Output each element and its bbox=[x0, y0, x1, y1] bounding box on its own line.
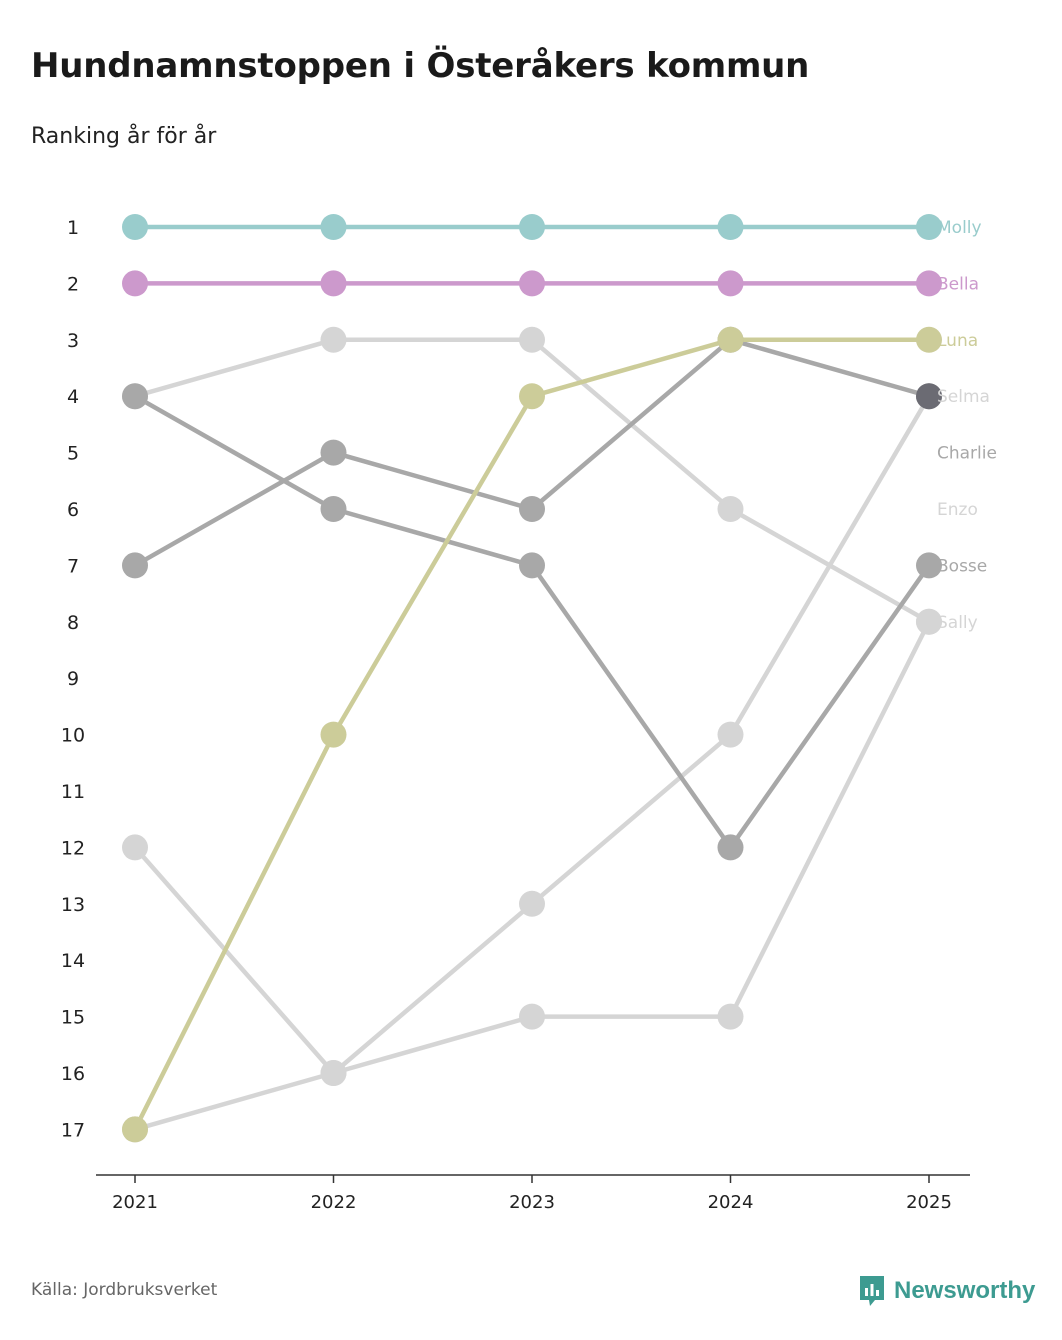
y-tick-label: 8 bbox=[67, 612, 79, 634]
brand-name: Newsworthy bbox=[894, 1277, 1036, 1304]
series-labels-layer: Sally Enzo Selma Bosse Charlie Luna Bella Molly bbox=[937, 218, 997, 633]
point-bosse-2023 bbox=[519, 552, 545, 579]
y-tick-label: 6 bbox=[67, 499, 79, 521]
series-label-luna: Luna bbox=[937, 331, 978, 351]
y-tick-label: 14 bbox=[61, 950, 85, 972]
point-luna-2022 bbox=[320, 721, 347, 748]
y-tick-label: 3 bbox=[67, 330, 79, 352]
y-tick-label: 5 bbox=[67, 443, 79, 465]
series-label-selma: Selma bbox=[937, 387, 990, 407]
point-bosse-2022 bbox=[320, 496, 347, 522]
series-line-charlie bbox=[132, 337, 932, 568]
point-enzo-2024 bbox=[717, 721, 744, 748]
point-charlie-2022 bbox=[320, 439, 347, 466]
series-label-molly: Molly bbox=[937, 218, 982, 238]
y-tick-label: 9 bbox=[67, 668, 79, 690]
y-tick-label: 17 bbox=[61, 1119, 85, 1141]
point-selma-2022 bbox=[320, 326, 347, 353]
y-tick-label: 15 bbox=[61, 1007, 85, 1029]
point-luna-2024 bbox=[717, 326, 744, 353]
point-bosse-2021 bbox=[122, 383, 148, 410]
point-bella-2021 bbox=[122, 270, 148, 297]
newsworthy-logo: Newsworthy bbox=[858, 1274, 1035, 1308]
lines-layer bbox=[132, 224, 932, 1132]
series-label-charlie: Charlie bbox=[937, 444, 997, 464]
point-bella-2023 bbox=[519, 270, 545, 297]
source-note: Källa: Jordbruksverket bbox=[31, 1280, 218, 1300]
point-charlie-2023 bbox=[519, 496, 545, 522]
y-tick-label: 10 bbox=[61, 725, 85, 747]
x-tick-label: 2021 bbox=[112, 1192, 158, 1213]
chart-subtitle: Ranking år för år bbox=[31, 124, 217, 149]
series-line-selma bbox=[132, 337, 932, 625]
point-selma-2023 bbox=[519, 326, 545, 353]
x-tick-label: 2023 bbox=[509, 1192, 555, 1213]
y-tick-label: 4 bbox=[67, 386, 79, 408]
point-sally-2023 bbox=[519, 1003, 545, 1030]
series-label-enzo: Enzo bbox=[937, 500, 978, 520]
series-label-sally: Sally bbox=[937, 613, 978, 633]
series-label-bosse: Bosse bbox=[937, 556, 987, 576]
series-line-bosse bbox=[132, 393, 932, 850]
x-tick-label: 2024 bbox=[708, 1192, 754, 1213]
point-bella-2022 bbox=[320, 270, 347, 297]
point-molly-2024 bbox=[717, 214, 744, 240]
y-tick-label: 16 bbox=[61, 1063, 85, 1085]
point-bosse-2024 bbox=[717, 834, 744, 861]
point-sally-2024 bbox=[717, 1003, 744, 1030]
x-tick-label: 2025 bbox=[906, 1192, 952, 1213]
point-luna-2025 bbox=[916, 326, 942, 353]
y-tick-label: 2 bbox=[67, 273, 79, 295]
point-highlight-2025 bbox=[916, 383, 942, 410]
x-tick-label: 2022 bbox=[311, 1192, 357, 1213]
chart-title: Hundnamnstoppen i Österåkers kommun bbox=[31, 46, 810, 86]
points-layer bbox=[122, 214, 942, 1143]
point-luna-2023 bbox=[519, 383, 545, 410]
point-sally-2021 bbox=[122, 834, 148, 861]
point-bella-2024 bbox=[717, 270, 744, 297]
point-molly-2025 bbox=[916, 214, 942, 240]
y-tick-label: 12 bbox=[61, 837, 85, 859]
point-selma-2025 bbox=[916, 608, 942, 635]
series-label-bella: Bella bbox=[937, 274, 979, 294]
point-molly-2021 bbox=[122, 214, 148, 240]
newsworthy-icon bbox=[860, 1276, 884, 1306]
point-molly-2022 bbox=[320, 214, 347, 240]
point-enzo-2023 bbox=[519, 890, 545, 917]
point-luna-2021 bbox=[122, 1116, 148, 1143]
y-tick-label: 13 bbox=[61, 894, 85, 916]
y-tick-label: 1 bbox=[67, 217, 79, 239]
point-bella-2025 bbox=[916, 270, 942, 297]
point-selma-2024 bbox=[717, 496, 744, 522]
point-enzo-2022 bbox=[320, 1060, 347, 1086]
point-bosse-2025 bbox=[916, 552, 942, 579]
y-tick-label: 7 bbox=[67, 555, 79, 577]
y-tick-label: 11 bbox=[61, 781, 85, 803]
point-charlie-2021 bbox=[122, 552, 148, 579]
point-molly-2023 bbox=[519, 214, 545, 240]
